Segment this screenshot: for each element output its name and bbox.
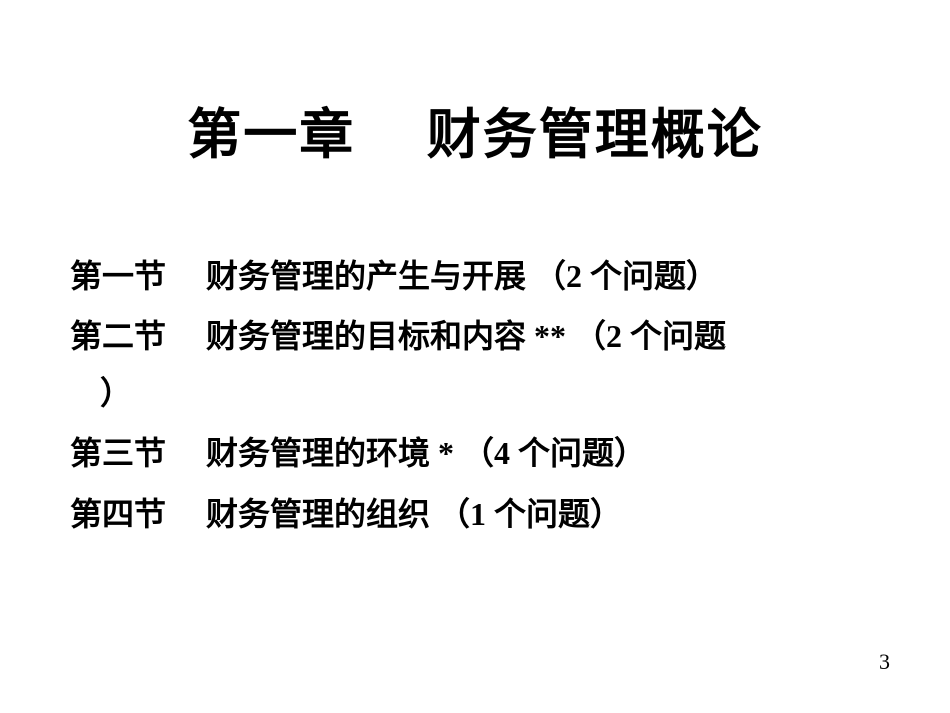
section-line-1: 第一节 财务管理的产生与开展 （2 个问题） <box>70 249 880 303</box>
slide-title: 第一章 财务管理概论 <box>70 90 880 169</box>
slide-body: 第一节 财务管理的产生与开展 （2 个问题） 第二节 财务管理的目标和内容 **… <box>70 249 880 541</box>
section-line-2: 第二节 财务管理的目标和内容 ** （2 个问题 <box>70 309 880 363</box>
section-line-2-tail: ） <box>100 366 880 420</box>
section-line-4: 第四节 财务管理的组织 （1 个问题） <box>70 487 880 541</box>
slide: 第一章 财务管理概论 第一节 财务管理的产生与开展 （2 个问题） 第二节 财务… <box>0 0 950 713</box>
page-number: 3 <box>879 649 890 675</box>
section-line-3: 第三节 财务管理的环境 * （4 个问题） <box>70 426 880 480</box>
